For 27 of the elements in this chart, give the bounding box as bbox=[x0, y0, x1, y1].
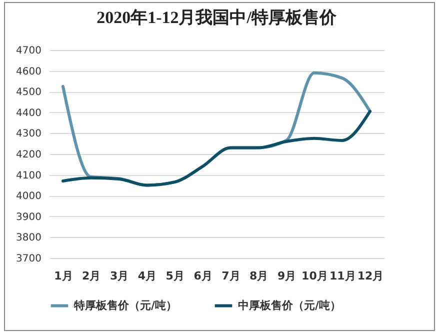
legend-label: 中厚板售价（元/吨） bbox=[238, 298, 342, 312]
x-tick-label: 7月 bbox=[222, 270, 240, 282]
x-tick-label: 10月 bbox=[302, 270, 328, 282]
legend-label: 特厚板售价（元/吨） bbox=[73, 298, 178, 312]
x-tick-label: 11月 bbox=[329, 270, 356, 282]
x-tick-label: 3月 bbox=[110, 270, 129, 282]
y-tick-label: 3700 bbox=[16, 254, 42, 264]
y-tick-label: 4000 bbox=[16, 191, 42, 202]
y-tick-label: 3800 bbox=[16, 232, 42, 244]
chart-title: 2020年1-12月我国中/特厚板售价 bbox=[96, 8, 338, 27]
x-tick-label: 9月 bbox=[277, 270, 296, 282]
x-tick-label: 5月 bbox=[166, 270, 184, 282]
x-tick-label: 1月 bbox=[54, 270, 73, 282]
y-tick-label: 4300 bbox=[16, 128, 42, 140]
x-tick-label: 8月 bbox=[250, 270, 268, 282]
y-tick-label: 4500 bbox=[16, 87, 42, 98]
x-tick-label: 12月 bbox=[357, 270, 384, 282]
x-tick-label: 6月 bbox=[194, 270, 212, 282]
x-tick-label: 2月 bbox=[82, 270, 101, 282]
x-tick-label: 4月 bbox=[138, 270, 157, 282]
y-tick-label: 4600 bbox=[16, 66, 42, 78]
y-tick-label: 4700 bbox=[16, 46, 42, 56]
y-tick-label: 4100 bbox=[16, 170, 42, 182]
y-tick-label: 3900 bbox=[16, 212, 42, 223]
line-series bbox=[61, 110, 372, 187]
y-tick-label: 4400 bbox=[16, 108, 42, 119]
y-tick-label: 4200 bbox=[16, 150, 42, 160]
